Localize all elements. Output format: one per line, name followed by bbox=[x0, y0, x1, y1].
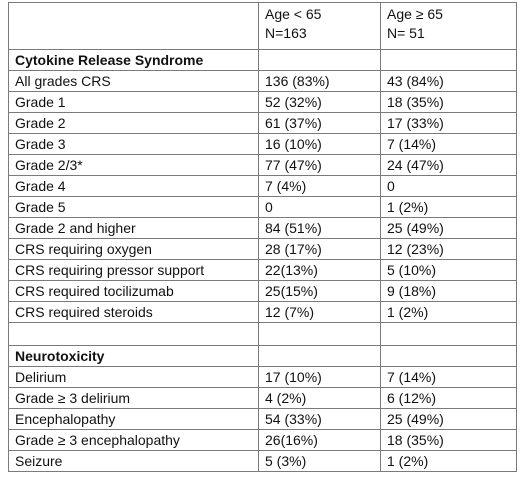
age-65-plus-value-cell: 1 (2%) bbox=[380, 450, 517, 472]
table-row: Grade ≥ 3 encephalopathy 26(16%) 18 (35%) bbox=[8, 429, 517, 451]
adverse-events-table-container: Age < 65 N=163 Age ≥ 65 N= 51 Cytokine R… bbox=[8, 2, 517, 472]
age-under-65-value-cell: 25(15%) bbox=[258, 280, 381, 302]
header-age-under-65-n: N=163 bbox=[265, 25, 307, 41]
age-65-plus-value-cell: 12 (23%) bbox=[380, 238, 517, 260]
age-under-65-value-cell: 28 (17%) bbox=[258, 238, 381, 260]
age-under-65-value-cell: 54 (33%) bbox=[258, 408, 381, 430]
age-under-65-value-cell: 16 (10%) bbox=[258, 133, 381, 155]
table-row: All grades CRS 136 (83%) 43 (84%) bbox=[8, 70, 517, 92]
age-65-plus-value-cell: 25 (49%) bbox=[380, 408, 517, 430]
spacer-row bbox=[8, 322, 517, 346]
row-label-cell: Grade 1 bbox=[8, 91, 259, 113]
row-label-cell: CRS requiring pressor support bbox=[8, 259, 259, 281]
table-header-row: Age < 65 N=163 Age ≥ 65 N= 51 bbox=[8, 2, 517, 50]
age-65-plus-value-cell: 24 (47%) bbox=[380, 154, 517, 176]
header-cell-age-65-plus: Age ≥ 65 N= 51 bbox=[380, 2, 517, 50]
age-under-65-value-cell: 77 (47%) bbox=[258, 154, 381, 176]
age-65-plus-value-cell: 6 (12%) bbox=[380, 387, 517, 409]
age-65-plus-value-cell: 7 (14%) bbox=[380, 366, 517, 388]
age-65-plus-value-cell: 25 (49%) bbox=[380, 217, 517, 239]
age-65-plus-value-cell: 5 (10%) bbox=[380, 259, 517, 281]
age-under-65-value-cell: 17 (10%) bbox=[258, 366, 381, 388]
spacer-cell bbox=[380, 322, 517, 346]
table-row: Grade 2/3* 77 (47%) 24 (47%) bbox=[8, 154, 517, 176]
section-header-row: Cytokine Release Syndrome bbox=[8, 49, 517, 71]
table-row: CRS requiring oxygen 28 (17%) 12 (23%) bbox=[8, 238, 517, 260]
age-under-65-value-cell: 136 (83%) bbox=[258, 70, 381, 92]
adverse-events-table: Age < 65 N=163 Age ≥ 65 N= 51 Cytokine R… bbox=[8, 2, 517, 472]
section-title: Neurotoxicity bbox=[8, 345, 259, 367]
row-label-cell: Grade 2/3* bbox=[8, 154, 259, 176]
table-row: Grade 1 52 (32%) 18 (35%) bbox=[8, 91, 517, 113]
age-65-plus-value-cell: 17 (33%) bbox=[380, 112, 517, 134]
table-row: Encephalopathy 54 (33%) 25 (49%) bbox=[8, 408, 517, 430]
spacer-cell bbox=[258, 322, 381, 346]
spacer-cell bbox=[8, 322, 259, 346]
row-label-cell: Grade 3 bbox=[8, 133, 259, 155]
row-label-cell: Grade 5 bbox=[8, 196, 259, 218]
age-under-65-value-cell: 84 (51%) bbox=[258, 217, 381, 239]
section-empty-cell bbox=[258, 49, 381, 71]
table-row: Grade 2 61 (37%) 17 (33%) bbox=[8, 112, 517, 134]
age-under-65-value-cell: 5 (3%) bbox=[258, 450, 381, 472]
table-row: Grade 3 16 (10%) 7 (14%) bbox=[8, 133, 517, 155]
table-row: CRS required steroids 12 (7%) 1 (2%) bbox=[8, 301, 517, 323]
table-row: Grade 2 and higher 84 (51%) 25 (49%) bbox=[8, 217, 517, 239]
age-65-plus-value-cell: 0 bbox=[380, 175, 517, 197]
section-empty-cell bbox=[258, 345, 381, 367]
age-65-plus-value-cell: 43 (84%) bbox=[380, 70, 517, 92]
age-under-65-value-cell: 7 (4%) bbox=[258, 175, 381, 197]
age-65-plus-value-cell: 18 (35%) bbox=[380, 429, 517, 451]
age-65-plus-value-cell: 1 (2%) bbox=[380, 196, 517, 218]
row-label-cell: CRS required tocilizumab bbox=[8, 280, 259, 302]
age-under-65-value-cell: 61 (37%) bbox=[258, 112, 381, 134]
section-empty-cell bbox=[380, 345, 517, 367]
age-under-65-value-cell: 4 (2%) bbox=[258, 387, 381, 409]
header-cell-age-under-65: Age < 65 N=163 bbox=[258, 2, 381, 50]
age-under-65-value-cell: 22(13%) bbox=[258, 259, 381, 281]
age-65-plus-value-cell: 18 (35%) bbox=[380, 91, 517, 113]
row-label-cell: Grade ≥ 3 encephalopathy bbox=[8, 429, 259, 451]
header-age-under-65-label: Age < 65 bbox=[265, 6, 322, 22]
section-header-row: Neurotoxicity bbox=[8, 345, 517, 367]
row-label-cell: Encephalopathy bbox=[8, 408, 259, 430]
row-label-cell: Grade ≥ 3 delirium bbox=[8, 387, 259, 409]
table-row: Seizure 5 (3%) 1 (2%) bbox=[8, 450, 517, 472]
header-cell-label bbox=[8, 2, 259, 50]
table-row: Grade ≥ 3 delirium 4 (2%) 6 (12%) bbox=[8, 387, 517, 409]
age-under-65-value-cell: 12 (7%) bbox=[258, 301, 381, 323]
header-age-65-plus-label: Age ≥ 65 bbox=[387, 6, 443, 22]
row-label-cell: CRS requiring oxygen bbox=[8, 238, 259, 260]
row-label-cell: All grades CRS bbox=[8, 70, 259, 92]
age-under-65-value-cell: 0 bbox=[258, 196, 381, 218]
table-row: Delirium 17 (10%) 7 (14%) bbox=[8, 366, 517, 388]
header-age-65-plus-n: N= 51 bbox=[387, 25, 425, 41]
row-label-cell: Seizure bbox=[8, 450, 259, 472]
row-label-cell: Grade 2 bbox=[8, 112, 259, 134]
age-under-65-value-cell: 52 (32%) bbox=[258, 91, 381, 113]
section-title: Cytokine Release Syndrome bbox=[8, 49, 259, 71]
table-row: CRS requiring pressor support 22(13%) 5 (1… bbox=[8, 259, 517, 281]
row-label-cell: Grade 2 and higher bbox=[8, 217, 259, 239]
row-label-cell: CRS required steroids bbox=[8, 301, 259, 323]
row-label-cell: Delirium bbox=[8, 366, 259, 388]
row-label-cell: Grade 4 bbox=[8, 175, 259, 197]
age-65-plus-value-cell: 9 (18%) bbox=[380, 280, 517, 302]
age-65-plus-value-cell: 7 (14%) bbox=[380, 133, 517, 155]
age-under-65-value-cell: 26(16%) bbox=[258, 429, 381, 451]
age-65-plus-value-cell: 1 (2%) bbox=[380, 301, 517, 323]
table-row: CRS required tocilizumab 25(15%) 9 (18%) bbox=[8, 280, 517, 302]
section-empty-cell bbox=[380, 49, 517, 71]
